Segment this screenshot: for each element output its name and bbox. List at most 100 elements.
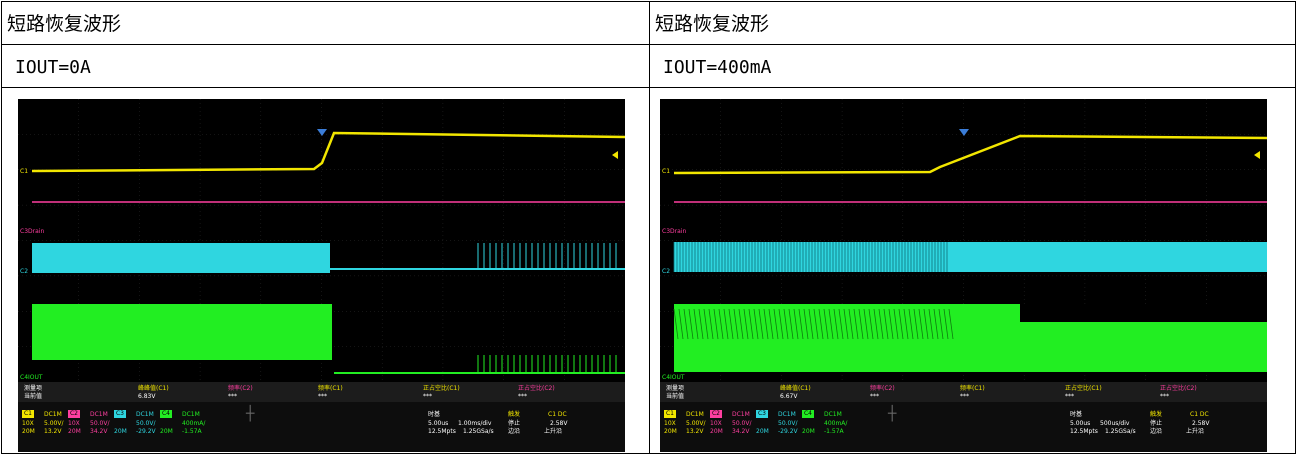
ch2-scale: 50.0V/	[90, 420, 110, 427]
measure-value: ***	[870, 393, 879, 400]
ch4-pulse	[938, 308, 944, 340]
ch4-tag: C4	[802, 410, 814, 418]
ch3-bw: 20M	[114, 428, 127, 435]
ch4-pulse	[793, 308, 799, 340]
ch4-pulse	[748, 308, 754, 340]
trigger-source: C1 DC	[1190, 411, 1209, 418]
ch4-pulse	[738, 308, 744, 340]
measure-item: 频率(C2)	[228, 385, 253, 392]
ch1-tag: C1	[664, 410, 676, 418]
trigger-level-marker-icon	[1254, 151, 1260, 159]
ch3-scale: 50.0V/	[136, 420, 156, 427]
trigger-label: 触发	[1150, 411, 1163, 418]
ch3-drain-label: C3Drain	[20, 228, 44, 235]
ch4-bw: 20M	[802, 428, 815, 435]
trigger-position-marker-icon	[959, 129, 969, 136]
ch4-pulse	[878, 308, 884, 340]
left-waveform-area: C1 C3Drain C2 C4IOUT	[18, 99, 625, 382]
measure-item: 峰峰值(C1)	[780, 385, 811, 392]
ch4-pulse	[883, 308, 889, 340]
ch1-scale: 5.00V/	[686, 420, 706, 427]
ch2-tag: C2	[710, 410, 722, 418]
column-divider	[649, 2, 650, 453]
measure-item: 正占空比(C1)	[423, 385, 460, 392]
measure-item: 频率(C1)	[318, 385, 343, 392]
ch3-drain-label: C3Drain	[662, 228, 686, 235]
ch4-pulse	[818, 308, 824, 340]
measure-value: ***	[423, 393, 432, 400]
measure-current-label: 当前值	[666, 393, 685, 400]
ch3-tag: C3	[756, 410, 768, 418]
trigger-position-marker-icon	[317, 129, 327, 136]
ch4-pulse	[778, 308, 784, 340]
ch4-pulse	[918, 308, 924, 340]
ch4-label: C4IOUT	[20, 374, 43, 381]
trigger-label: 触发	[508, 411, 521, 418]
ch1-offset: 13.2V	[686, 428, 704, 435]
ch4-pulse	[773, 308, 779, 340]
measure-item: 正占空比(C2)	[1160, 385, 1197, 392]
ch4-pulse	[798, 308, 804, 340]
ch4-scale: 400mA/	[182, 420, 206, 427]
measure-value: ***	[318, 393, 327, 400]
timebase-delay: 5.00us	[1070, 420, 1091, 427]
ch4-pulse	[733, 308, 739, 340]
timebase-rate: 1.25GSa/s	[1105, 428, 1136, 435]
ch4-pulse	[768, 308, 774, 340]
ch4-pulse	[718, 308, 724, 340]
ch4-offset: -1.57A	[182, 428, 202, 435]
ch2-coupling: DC1M	[732, 411, 750, 418]
ch4-pulse	[888, 308, 894, 340]
ch4-pulse	[868, 308, 874, 340]
left-title: 短路恢复波形	[7, 13, 122, 35]
ch4-coupling: DC1M	[824, 411, 842, 418]
right-title: 短路恢复波形	[655, 13, 770, 35]
ch1-probe: 10X	[22, 420, 34, 427]
ch4-pulse	[873, 308, 879, 340]
ch4-pulse	[863, 308, 869, 340]
ch4-pulse	[693, 308, 699, 340]
ch1-label: C1	[662, 168, 670, 175]
ch3-coupling: DC1M	[136, 411, 154, 418]
ch3-offset: -29.2V	[778, 428, 798, 435]
ch4-tag: C4	[160, 410, 172, 418]
row-divider-1	[2, 44, 1295, 45]
ch4-pulse	[728, 308, 734, 340]
ch4-pulse	[753, 308, 759, 340]
ch4-pulse	[848, 308, 854, 340]
ch3-offset: -29.2V	[136, 428, 156, 435]
ch4-pulse	[683, 308, 689, 340]
measure-item: 峰峰值(C1)	[138, 385, 169, 392]
ch2-bw: 20M	[68, 428, 81, 435]
ch4-scale: 400mA/	[824, 420, 848, 427]
measure-row-label: 测量项	[666, 385, 685, 392]
ch4-pulse	[678, 308, 684, 340]
left-oscilloscope-screenshot: C1 C3Drain C2 C4IOUT 测量项 当前值 峰峰值(C1) 频率(C2)…	[18, 99, 625, 452]
ch4-label: C4IOUT	[662, 374, 685, 381]
measure-item: 正占空比(C2)	[518, 385, 555, 392]
ch4-pulse	[698, 308, 704, 340]
measure-current-label: 当前值	[24, 393, 43, 400]
ch4-pulse	[898, 308, 904, 340]
ch2-tag: C2	[68, 410, 80, 418]
ch4-pulse	[923, 308, 929, 340]
left-measure-bar: 测量项 当前值 峰峰值(C1) 频率(C2) 频率(C1) 正占空比(C1) 正…	[18, 382, 625, 402]
ch1-bw: 20M	[664, 428, 677, 435]
ch4-pulse	[843, 308, 849, 340]
ch3-scale: 50.0V/	[778, 420, 798, 427]
ch4-pulse	[838, 308, 844, 340]
ch2-bw: 20M	[710, 428, 723, 435]
measure-item: 频率(C1)	[960, 385, 985, 392]
ch4-pulse	[723, 308, 729, 340]
ch4-pulse	[743, 308, 749, 340]
measure-row-label: 测量项	[24, 385, 43, 392]
crosshair-icon: ┼	[246, 406, 255, 422]
ch2-probe: 10X	[710, 420, 722, 427]
timebase-rate: 1.25GSa/s	[463, 428, 494, 435]
row-divider-2	[2, 87, 1295, 88]
ch4-pulse	[908, 308, 914, 340]
ch4-pulse	[823, 308, 829, 340]
ch4-step-gap	[1020, 304, 1267, 322]
ch1-tag: C1	[22, 410, 34, 418]
right-condition: IOUT=400mA	[663, 57, 772, 78]
